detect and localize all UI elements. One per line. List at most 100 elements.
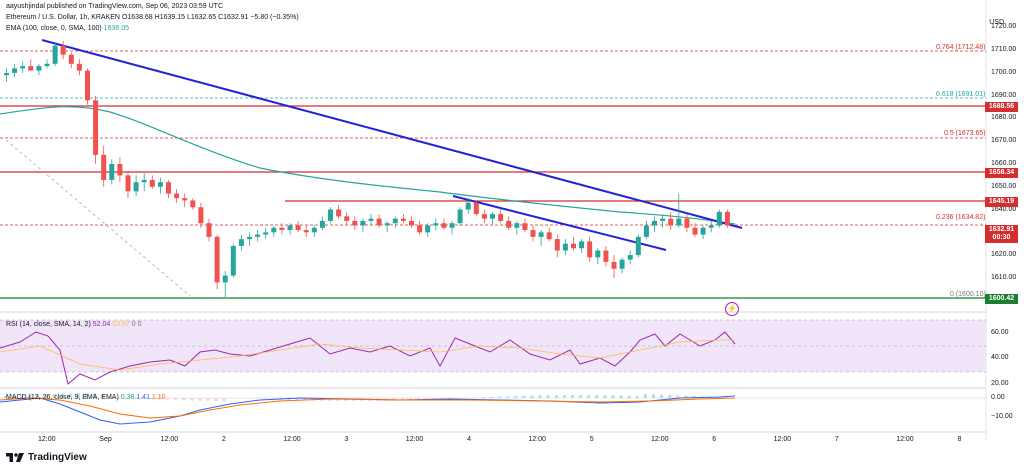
- macd-hist-bar: [44, 394, 48, 398]
- trendline-minor: [452, 195, 667, 251]
- candle-body: [595, 250, 601, 258]
- candle-body: [514, 223, 520, 228]
- candle-body: [174, 193, 180, 199]
- macd-hist-bar: [619, 395, 623, 398]
- macd-hist-bar: [417, 398, 421, 400]
- ema-100-line: [0, 106, 736, 225]
- candle: [465, 198, 471, 215]
- macd-legend[interactable]: MACD (12, 26, close, 9, EMA, EMA) 0.38 1…: [6, 394, 166, 401]
- candle-body: [433, 223, 439, 226]
- candle-body: [660, 218, 666, 221]
- time-tick-label: 12:00: [283, 436, 301, 443]
- candle: [571, 236, 576, 251]
- rsi-legend[interactable]: RSI (14, close, SMA, 14, 2) 52.04 53.97 …: [6, 321, 142, 328]
- candle: [311, 225, 317, 237]
- candle: [125, 170, 131, 199]
- macd-hist-bar: [157, 398, 161, 400]
- candle-body: [133, 182, 139, 192]
- candle-body: [368, 218, 374, 221]
- candle-body: [562, 243, 568, 251]
- candle-body: [473, 202, 479, 215]
- candle: [222, 271, 228, 299]
- candle-body: [708, 225, 714, 228]
- price-tag: 00:30: [985, 233, 1018, 243]
- candle: [417, 220, 423, 235]
- author-line: aayushjindal published on TradingView.co…: [6, 3, 224, 10]
- macd-hist-bar: [724, 397, 728, 398]
- macd-hist-bar: [546, 395, 550, 398]
- candle-body: [263, 232, 269, 235]
- candle: [652, 216, 657, 233]
- candle: [684, 214, 690, 233]
- price-tick-label: 1660.00: [991, 160, 1017, 167]
- candle-body: [109, 164, 115, 180]
- candle: [182, 193, 188, 208]
- candle-body: [417, 225, 423, 233]
- rsi-value-3: 0: [131, 321, 136, 328]
- candle: [101, 145, 107, 187]
- macd-hist-bar: [182, 398, 186, 401]
- fib-level-label: 0.618 (1691.01): [936, 91, 986, 98]
- price-tag: 1658.34: [985, 168, 1018, 178]
- macd-signal-value: 1.10: [151, 394, 166, 401]
- currency-label: USD: [989, 19, 1004, 26]
- candle-body: [692, 227, 698, 235]
- candle-body: [506, 220, 512, 228]
- candle-body: [68, 54, 74, 64]
- candle: [117, 157, 123, 183]
- macd-hist-bar: [465, 397, 469, 399]
- candle-body: [627, 255, 633, 260]
- candle: [611, 255, 617, 278]
- macd-hist-bar: [68, 393, 72, 398]
- candle-body: [587, 241, 593, 258]
- fib-level-label: 0.764 (1712.48): [936, 44, 986, 51]
- candle: [206, 218, 212, 242]
- macd-hist-bar: [481, 397, 485, 398]
- lightning-icon[interactable]: ⚡: [725, 302, 739, 316]
- macd-hist-bar: [449, 398, 453, 399]
- candle: [579, 239, 585, 253]
- time-tick-label: 5: [589, 436, 594, 443]
- candle-body: [311, 227, 317, 233]
- macd-hist-bar: [554, 395, 558, 398]
- macd-hist-bar: [247, 398, 250, 399]
- macd-hist-bar: [668, 395, 672, 398]
- candle-body: [149, 179, 155, 187]
- candle: [514, 220, 520, 235]
- candle-body: [579, 241, 585, 249]
- candle: [76, 59, 82, 76]
- candle: [376, 214, 382, 228]
- symbol-legend[interactable]: Ethereum / U.S. Dollar, 1h, KRAKEN O1638…: [6, 14, 299, 21]
- tradingview-logo[interactable]: TradingView: [6, 452, 87, 463]
- macd-hist-bar: [627, 395, 631, 398]
- candle: [157, 177, 163, 194]
- candle: [490, 211, 495, 226]
- candle-body: [238, 239, 244, 246]
- candle: [724, 209, 730, 228]
- price-tag: 1645.19: [985, 197, 1018, 207]
- candle: [627, 250, 633, 265]
- candle-body: [449, 223, 455, 228]
- macd-hist-bar: [166, 398, 169, 400]
- candle-body: [376, 218, 382, 226]
- candle: [295, 220, 301, 233]
- macd-hist-bar: [52, 394, 56, 398]
- candle: [457, 207, 463, 226]
- macd-hist-bar: [214, 398, 218, 402]
- candle-body: [303, 230, 309, 233]
- candle-body: [141, 179, 147, 183]
- candle-body: [85, 70, 90, 101]
- candle: [36, 63, 42, 76]
- candle: [700, 225, 706, 240]
- time-tick-label: 12:00: [405, 436, 424, 443]
- candle: [166, 179, 171, 199]
- candle-body: [93, 100, 99, 155]
- macd-hist-bar: [409, 398, 412, 400]
- candle-body: [287, 225, 293, 231]
- candle: [522, 218, 528, 233]
- candle-body: [465, 202, 471, 210]
- ema-legend[interactable]: EMA (100, close, 0, SMA, 100) 1636.05: [6, 25, 129, 32]
- candle: [392, 216, 398, 228]
- tradingview-logo-icon: [6, 453, 24, 462]
